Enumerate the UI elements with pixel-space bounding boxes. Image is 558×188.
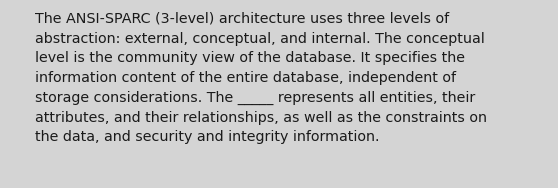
Text: The ANSI-SPARC (3-level) architecture uses three levels of
abstraction: external: The ANSI-SPARC (3-level) architecture us…	[35, 12, 487, 144]
